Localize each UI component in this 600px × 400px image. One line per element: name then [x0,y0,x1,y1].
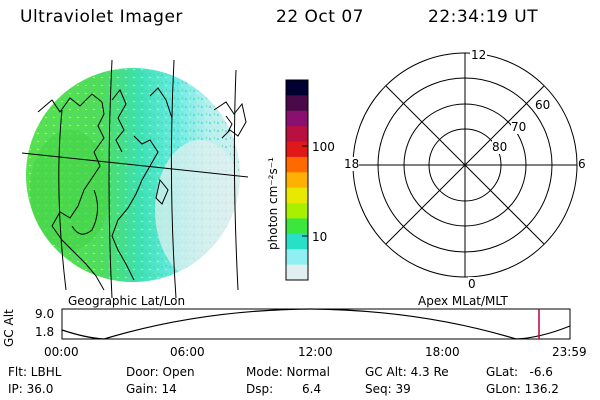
info-door: Door: Open [126,365,195,379]
colorbar-segment [286,141,308,158]
info-seq: Seq: 39 [365,382,411,396]
colorbar-segment [286,218,308,235]
colorbar-tick-10: 10 [312,230,328,244]
mlt-label-0: 0 [468,277,476,291]
colorbar-segment [286,156,308,173]
apex-panel-label: Apex MLat/MLT [418,294,508,308]
info-mode: Mode: Normal [246,365,330,379]
date-label: 22 Oct 07 [276,7,364,27]
colorbar-segment [286,110,308,127]
instrument-title: Ultraviolet Imager [20,7,183,27]
colorbar-segment [286,203,308,219]
lat-label-70: 70 [511,120,527,134]
time-label: 22:34:19 UT [428,7,539,27]
orbit-xtick-1: 06:00 [170,345,205,359]
orbit-xtick-3: 18:00 [425,345,460,359]
info-dsp-label: Dsp: [246,382,274,396]
colorbar-segment [286,249,308,266]
geographic-panel-label: Geographic Lat/Lon [68,294,186,308]
info-ip: IP: 36.0 [8,382,54,396]
orbit-ytick-low: 1.8 [35,325,55,339]
polar-mlat-mlt-plot [352,52,578,278]
orbit-xtick-0: 00:00 [44,345,79,359]
info-glon: GLon: 136.2 [486,382,559,396]
colorbar-segment [286,95,308,112]
colorbar-segment [286,187,308,204]
colorbar-segment [286,264,308,281]
orbit-ylabel: GC Alt [2,309,16,347]
info-gc-alt: GC Alt: 4.3 Re [365,365,449,379]
orbit-xtick-2: 12:00 [298,345,333,359]
colorbar-tick-100: 100 [312,140,335,154]
info-glat: GLat: -6.6 [486,365,553,379]
lat-label-80: 80 [492,140,508,154]
info-flt: Flt: LBHL [8,365,62,379]
orbit-xtick-4: 23:59 [552,345,587,359]
lat-label-60: 60 [535,98,551,112]
colorbar-segment [286,126,308,143]
geographic-image-panel [21,59,249,299]
mlt-label-12: 12 [470,48,488,62]
orbit-altitude-plot [61,308,571,340]
colorbar-segment [286,172,308,189]
info-gain: Gain: 14 [126,382,177,396]
mlt-label-18: 18 [344,157,360,171]
colorbar-segment [286,80,308,96]
orbit-ytick-high: 9.0 [35,307,55,321]
colorbar-segment [286,233,308,250]
mlt-label-6: 6 [578,157,586,171]
colorbar-unit-label: photon cm⁻²s⁻¹ [266,157,280,250]
colorbar [285,79,309,281]
info-dsp-value: 6.4 [302,382,322,396]
